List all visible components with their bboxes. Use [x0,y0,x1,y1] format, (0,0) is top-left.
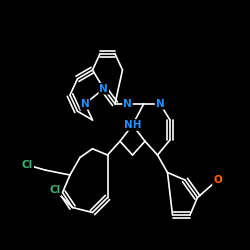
Text: N: N [156,99,164,109]
Text: O: O [213,175,222,185]
Text: Cl: Cl [50,185,60,195]
Text: N: N [100,84,108,94]
Text: N: N [80,99,90,109]
Text: Cl: Cl [22,160,33,170]
Text: NH: NH [124,120,141,130]
Text: N: N [123,99,132,109]
